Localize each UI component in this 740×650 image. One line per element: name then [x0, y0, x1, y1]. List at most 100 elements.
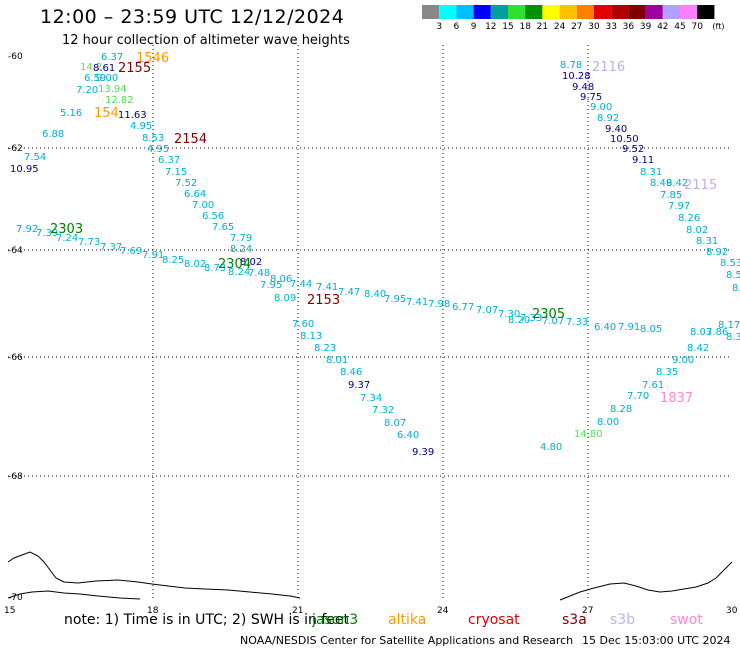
legend-swatch [542, 5, 560, 19]
credit-text: NOAA/NESDIS Center for Satellite Applica… [240, 634, 574, 647]
swh-label: 8.06 [270, 274, 292, 285]
swh-label: 7.91 [142, 250, 164, 261]
mission-legend: jason3 altika cryosat s3a s3b swot [0, 610, 740, 630]
generated-timestamp: 15 Dec 15:03:00 UTC 2024 [582, 634, 731, 647]
legend-swatch [680, 5, 698, 19]
swh-label: 7.65 [212, 222, 234, 233]
swh-label: 8.24 [228, 267, 250, 278]
swh-label: 8.92 [706, 247, 728, 258]
swh-label: 9.75 [580, 92, 602, 103]
pass-time-label: 2115 [684, 178, 717, 193]
legend-swatch [456, 5, 474, 19]
swh-label: 11.63 [118, 110, 147, 121]
swh-label: 8.31 [696, 236, 718, 247]
swh-label: 14.80 [574, 429, 603, 440]
pass-time-label: 1837 [660, 391, 693, 406]
legend-swatch [439, 5, 457, 19]
pass-time-label: 154 [94, 106, 119, 121]
legend-unit: (ft) [712, 22, 724, 31]
swh-label: 8.25 [162, 255, 184, 266]
swh-label: 8.40 [364, 289, 386, 300]
lon-label: 30 [726, 606, 738, 616]
swh-label: 7.52 [175, 178, 197, 189]
swh-label: 9.00 [590, 102, 612, 113]
pass-time-label: 1546 [136, 51, 169, 66]
swh-label: 8.46 [340, 367, 362, 378]
swh-label: 8.09 [274, 293, 296, 304]
page-subtitle: 12 hour collection of altimeter wave hei… [62, 33, 350, 48]
swh-label: 9.00 [672, 355, 694, 366]
legend-tick-label: 70 [691, 22, 703, 32]
swh-label: 7.85 [660, 190, 682, 201]
legend-swatch [576, 5, 594, 19]
pass-time-label: 2153 [307, 293, 340, 308]
pass-time-label: 2304 [218, 257, 251, 272]
pass-time-label: 2155 [118, 61, 151, 76]
legend-tick-label: 33 [605, 22, 616, 32]
swh-label: 8.49 [650, 178, 672, 189]
swh-label: 7.44 [290, 279, 312, 290]
swh-label: 4.95 [147, 144, 169, 155]
legend-tick-label: 6 [454, 22, 460, 32]
swh-label: 8.23 [314, 343, 336, 354]
swh-label: 8.05 [640, 324, 662, 335]
swh-label: 8.42 [732, 283, 740, 294]
swh-label: 7.33 [520, 313, 542, 324]
swh-label: 8.01 [326, 355, 348, 366]
swh-label: 9.48 [572, 82, 594, 93]
swh-label: 6.40 [397, 430, 419, 441]
swh-label: 7.34 [360, 393, 382, 404]
swh-label: 6.37 [158, 155, 180, 166]
swh-label: 7.32 [372, 405, 394, 416]
swh-label: 8.61 [93, 63, 115, 74]
color-legend: 3 6 9 12 15 18 21 24 27 30 33 36 39 42 45 70 (ft) [422, 5, 724, 32]
swh-label: 7.61 [642, 380, 664, 391]
swh-label: 7.48 [248, 268, 270, 279]
swh-label: 7.33 [566, 317, 588, 328]
legend-tick-label: 27 [571, 22, 582, 32]
swh-label: 9.11 [632, 155, 654, 166]
swh-label: 8.78 [560, 60, 582, 71]
lat-label: -64 [8, 246, 23, 256]
legend-swatch [559, 5, 577, 19]
lon-label: 24 [437, 606, 449, 616]
mission-s3b: s3b [610, 612, 636, 628]
pass-time-label: 2303 [50, 222, 83, 237]
map-frame [8, 45, 732, 600]
swh-label: 7.07 [476, 305, 498, 316]
swh-label: 7.00 [192, 200, 214, 211]
swh-label: 6.40 [594, 322, 616, 333]
swh-label: 8.13 [300, 331, 322, 342]
swh-label: 8.31 [640, 167, 662, 178]
swh-label: 9.37 [348, 380, 370, 391]
graticule [8, 45, 732, 600]
lat-label: -66 [8, 353, 23, 363]
swh-label: 6.59 [84, 73, 106, 84]
lat-label: -70 [8, 593, 23, 603]
swh-label: 8.02 [686, 225, 708, 236]
swh-label: 9.52 [622, 144, 644, 155]
swh-label: 8.03 [690, 327, 712, 338]
lon-label: 15 [4, 606, 15, 616]
pass-time-label: 2305 [532, 307, 565, 322]
legend-swatch [490, 5, 508, 19]
legend-tick-label: 15 [502, 22, 513, 32]
lat-label: -62 [8, 144, 23, 154]
swh-label: 7.92 [16, 224, 38, 235]
swh-label: 9.39 [412, 447, 434, 458]
page-title: 12:00 – 23:59 UTC 12/12/2024 [40, 6, 345, 28]
legend-swatch [645, 5, 663, 19]
legend-tick-label: 24 [554, 22, 566, 32]
swh-label: 10.95 [10, 164, 39, 175]
swh-label: 7.39 [36, 228, 58, 239]
swh-label: 7.98 [428, 299, 450, 310]
coastline [7, 551, 733, 601]
swh-label: 8.02 [240, 257, 262, 268]
swh-label: 13.94 [98, 84, 127, 95]
swh-label: 8.35 [656, 367, 678, 378]
swh-label: 9.40 [605, 124, 627, 135]
swh-label: 6.37 [101, 52, 123, 63]
swh-label: 7.37 [100, 242, 122, 253]
swh-label: 7.79 [230, 233, 252, 244]
